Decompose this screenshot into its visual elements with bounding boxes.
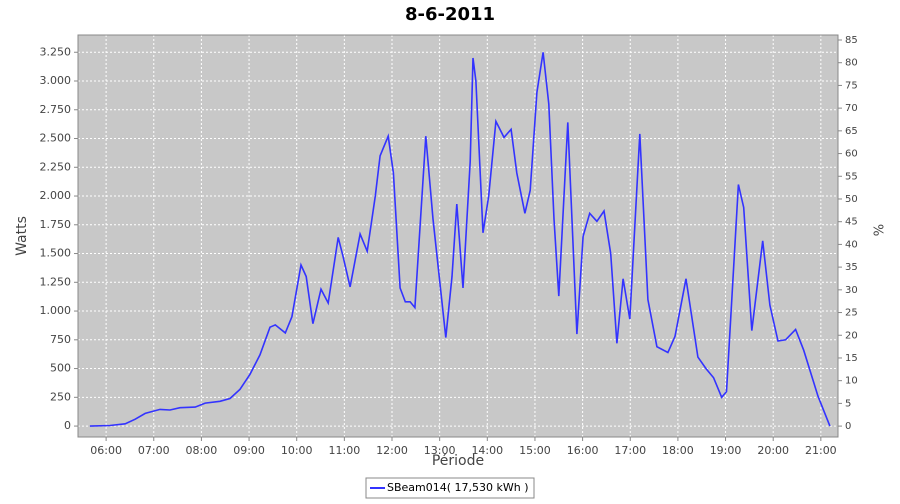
line-series [89, 52, 831, 427]
x-tick-label: 10:00 [281, 444, 313, 457]
y2-tick-label: 60 [845, 149, 858, 160]
y-tick-label: 750 [50, 333, 71, 346]
x-tick-label: 12:00 [376, 444, 408, 457]
x-tick-label: 11:00 [329, 444, 361, 457]
y2-tick-label: 10 [845, 376, 858, 387]
y2-tick-label: 40 [845, 239, 858, 250]
y-tick-label: 3.000 [40, 74, 72, 87]
y-tick-label: 2.000 [40, 189, 72, 202]
y2-tick-label: 85 [845, 35, 858, 46]
y2-tick-label: 0 [845, 421, 851, 432]
y2-tick-label: 65 [845, 126, 858, 137]
plot-border [77, 34, 839, 438]
legend [365, 477, 535, 499]
x-tick-label: 16:00 [567, 444, 599, 457]
x-tick-label: 20:00 [757, 444, 789, 457]
x-tick-label: 06:00 [90, 444, 122, 457]
y2-tick-label: 5 [845, 398, 851, 409]
y-tick-label: 3.250 [40, 45, 72, 58]
y2-tick-label: 75 [845, 80, 858, 91]
y2-tick-label: 20 [845, 330, 858, 341]
y2-tick-label: 25 [845, 308, 858, 319]
x-tick-label: 13:00 [424, 444, 456, 457]
y2-tick-label: 30 [845, 285, 858, 296]
y2-tick-label: 80 [845, 58, 858, 69]
y2-tick-label: 55 [845, 171, 858, 182]
y-tick-label: 2.500 [40, 132, 72, 145]
y-tick-label: 500 [50, 362, 71, 375]
y2-axis-label: % [873, 224, 888, 236]
chart-title: 8-6-2011 [405, 4, 495, 25]
legend-label: SBeam014( 17,530 kWh ) [387, 481, 529, 494]
x-tick-label: 15:00 [519, 444, 551, 457]
y2-tick-label: 35 [845, 262, 858, 273]
x-tick-label: 19:00 [710, 444, 742, 457]
x-axis-label: Période [432, 453, 484, 469]
y2-tick-label: 70 [845, 103, 858, 114]
y2-tick-label: 15 [845, 353, 858, 364]
x-tick-label: 18:00 [662, 444, 694, 457]
x-tick-label: 21:00 [805, 444, 837, 457]
y-tick-label: 1.500 [40, 247, 72, 260]
y-tick-label: 1.750 [40, 218, 72, 231]
x-tick-label: 08:00 [186, 444, 218, 457]
y-tick-label: 1.000 [40, 304, 72, 317]
x-tick-label: 17:00 [614, 444, 646, 457]
x-tick-label: 09:00 [233, 444, 265, 457]
y-tick-label: 250 [50, 390, 71, 403]
y-tick-label: 0 [64, 419, 71, 432]
y-axis-label: Watts [14, 216, 30, 256]
y-tick-label: 2.250 [40, 160, 72, 173]
y-tick-label: 2.750 [40, 103, 72, 116]
y2-tick-label: 45 [845, 217, 858, 228]
x-tick-label: 07:00 [138, 444, 170, 457]
x-tick-label: 14:00 [471, 444, 503, 457]
plot-area [78, 35, 838, 437]
y-tick-label: 1.250 [40, 275, 72, 288]
y2-tick-label: 50 [845, 194, 858, 205]
